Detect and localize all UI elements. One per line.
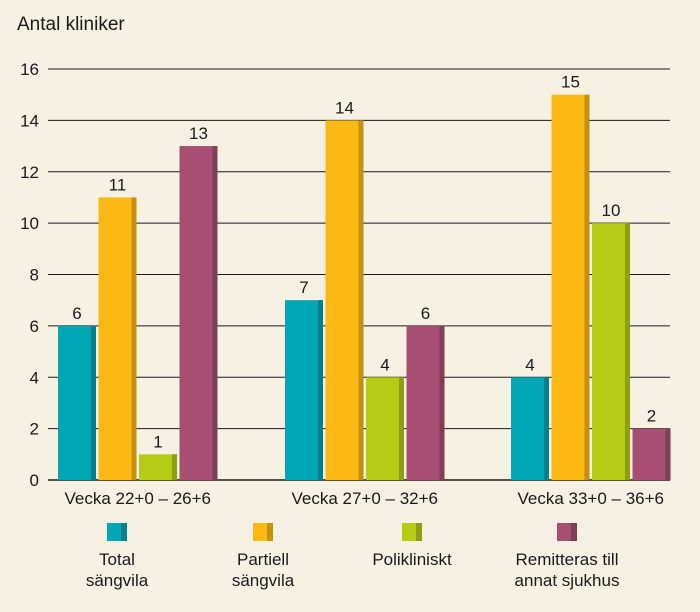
- bar-shade: [544, 377, 549, 480]
- y-tick-label: 16: [20, 60, 39, 79]
- bar: [406, 325, 445, 480]
- data-label: 6: [72, 304, 81, 323]
- bar-shade: [358, 120, 364, 480]
- y-tick-label: 0: [30, 471, 39, 490]
- data-label: 11: [109, 175, 127, 194]
- bar-shade: [399, 377, 404, 480]
- bar-shade: [212, 146, 218, 480]
- data-label: 2: [647, 407, 656, 426]
- legend-label: Partiell sängvila: [231, 550, 295, 590]
- bar: [366, 377, 404, 480]
- bar: [325, 120, 364, 480]
- bar-shade: [318, 300, 323, 480]
- bar: [511, 377, 549, 480]
- legend-label: Total sängvila: [85, 550, 149, 590]
- y-tick-label: 2: [30, 420, 39, 439]
- y-tick-label: 4: [30, 368, 39, 387]
- bar: [58, 325, 96, 480]
- category-label: Vecka 33+0 – 36+6: [517, 489, 664, 508]
- y-tick-label: 14: [20, 111, 39, 130]
- data-label: 13: [189, 124, 208, 143]
- data-label: 4: [525, 355, 534, 374]
- bar-shade: [172, 454, 177, 480]
- data-label: 4: [380, 355, 389, 374]
- data-label: 6: [421, 304, 430, 323]
- data-label: 15: [561, 73, 580, 92]
- bar-shade: [131, 197, 137, 480]
- legend-swatch: [107, 523, 127, 541]
- bar: [551, 94, 590, 480]
- y-tick-label: 10: [20, 214, 39, 233]
- bar: [98, 197, 137, 480]
- bar: [592, 223, 630, 480]
- legend-label: Polikliniskt: [372, 550, 452, 569]
- bar: [632, 428, 671, 480]
- y-tick-label: 12: [20, 163, 39, 182]
- bar: [179, 146, 218, 480]
- data-label: 1: [153, 432, 162, 451]
- y-tick-label: 8: [30, 266, 39, 285]
- bar-shade: [439, 325, 445, 480]
- category-label: Vecka 22+0 – 26+6: [64, 489, 211, 508]
- data-label: 10: [602, 201, 621, 220]
- legend-swatch: [402, 523, 422, 541]
- legend-swatch: [253, 523, 273, 541]
- bar-shade: [665, 428, 671, 480]
- data-label: 14: [335, 98, 354, 117]
- bar: [139, 454, 177, 480]
- legend-swatch: [557, 523, 577, 541]
- y-axis-label: Antal kliniker: [17, 14, 125, 35]
- bar-shade: [91, 325, 96, 480]
- bar: [285, 300, 323, 480]
- legend-label: Remitteras till annat sjukhus: [514, 550, 620, 590]
- data-label: 7: [299, 278, 308, 297]
- y-tick-label: 6: [30, 317, 39, 336]
- bar-shade: [625, 223, 630, 480]
- bar-shade: [584, 94, 590, 480]
- category-label: Vecka 27+0 – 32+6: [291, 489, 438, 508]
